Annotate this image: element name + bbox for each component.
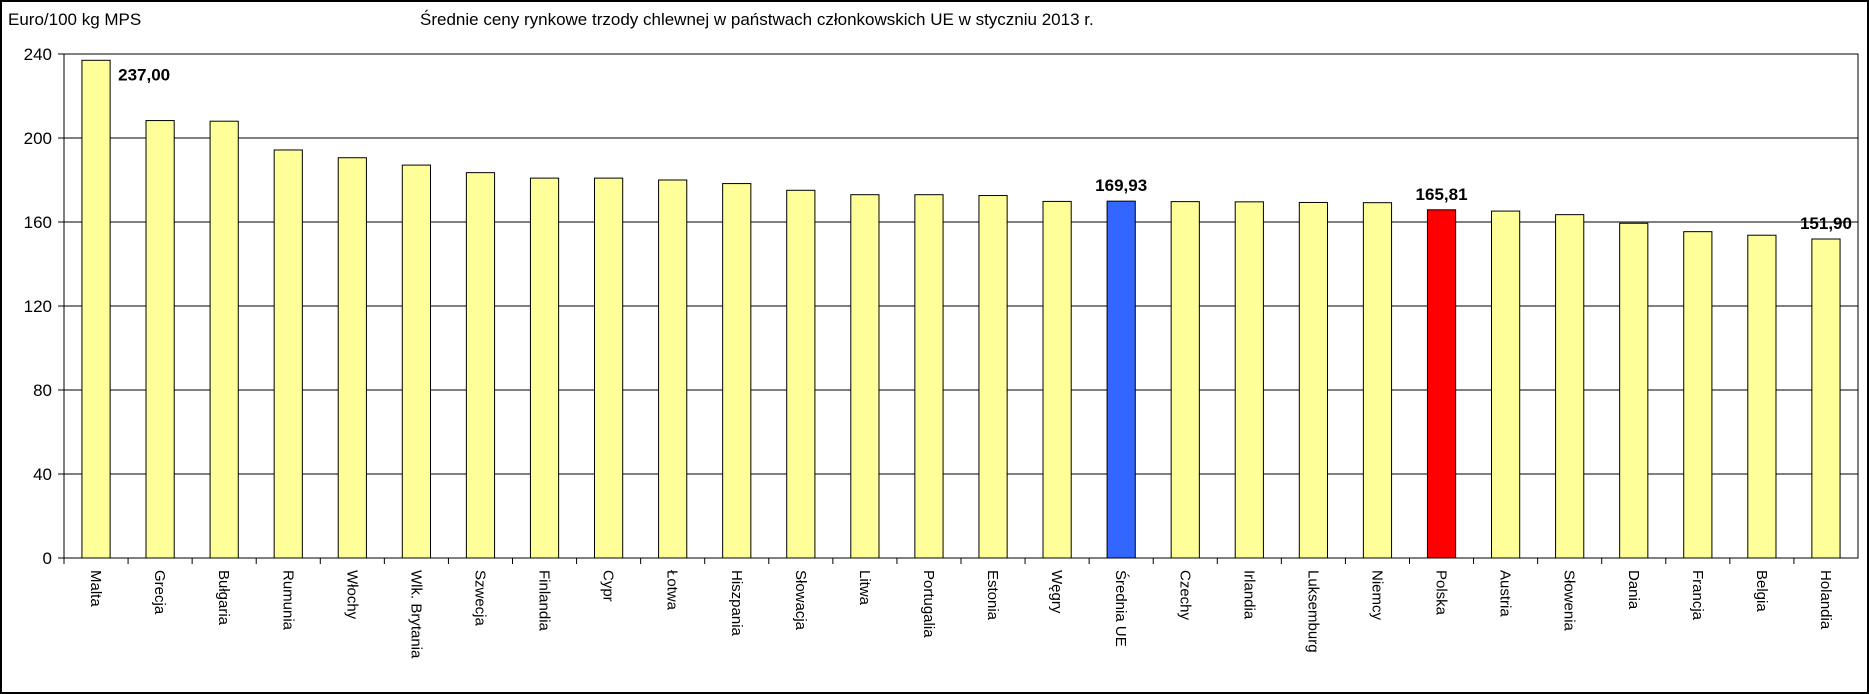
chart-title: Średnie ceny rynkowe trzody chlewnej w p… — [420, 10, 1094, 29]
bar-1 — [145, 120, 175, 559]
x-tick-label: Malta — [87, 570, 104, 607]
x-tick-label: Węgry — [1048, 570, 1065, 614]
bar-18 — [1234, 201, 1264, 559]
bar-13 — [914, 194, 944, 559]
x-tick-label: Niemcy — [1368, 570, 1385, 621]
bar-4 — [337, 157, 367, 559]
x-tick-label: Polska — [1433, 570, 1450, 616]
bar-2 — [209, 120, 239, 559]
bar-9 — [658, 179, 688, 559]
bars — [81, 59, 1841, 559]
bar-11 — [786, 189, 816, 559]
bar-12 — [850, 194, 880, 559]
bar-6 — [465, 172, 496, 559]
data-label: 169,93 — [1095, 176, 1147, 195]
data-label: 165,81 — [1416, 185, 1468, 204]
x-tick-label: Francja — [1689, 570, 1706, 621]
x-tick-label: Bułgaria — [215, 570, 232, 626]
plot-area — [63, 53, 1859, 559]
bar-25 — [1683, 231, 1713, 559]
x-tick-label: Czechy — [1176, 570, 1193, 621]
x-tick-label: Szwecja — [471, 570, 488, 627]
x-tick-label: Rumunia — [279, 570, 296, 631]
unit-label: Euro/100 kg MPS — [8, 10, 142, 29]
x-tick-label: Słowacja — [792, 570, 809, 631]
x-tick-label: Średnia UE — [1112, 570, 1130, 647]
bar-15 — [1042, 200, 1072, 559]
x-tick-label: Finlandia — [536, 570, 553, 632]
bar-5 — [401, 164, 431, 559]
bar-27 — [1811, 238, 1841, 559]
data-label: 237,00 — [118, 65, 170, 84]
data-label: 151,90 — [1800, 214, 1852, 233]
bar-26 — [1747, 234, 1777, 559]
bar-23 — [1555, 214, 1585, 559]
x-tick-label: Irlandia — [1240, 570, 1257, 620]
y-tick-label: 160 — [24, 213, 52, 232]
bar-14 — [978, 195, 1008, 559]
bar-16 — [1106, 200, 1136, 559]
bar-21 — [1426, 209, 1457, 559]
gridlines — [64, 53, 1858, 475]
x-tick-label: Holandia — [1817, 570, 1834, 630]
x-tick-label: Hiszpania — [728, 570, 745, 637]
x-tick-label: Dania — [1625, 570, 1642, 610]
bar-22 — [1491, 210, 1521, 559]
x-tick-label: Litwa — [856, 570, 873, 606]
y-tick-label: 120 — [24, 297, 52, 316]
x-tick-label: Austria — [1497, 570, 1514, 617]
bar-0 — [81, 59, 111, 559]
x-tick-label: Belgia — [1753, 570, 1770, 612]
bar-19 — [1298, 201, 1328, 559]
data-labels: 237,00 169,93 165,81 151,90 — [118, 65, 1852, 233]
x-tick-label: Włochy — [343, 570, 360, 620]
x-tick-label: Wlk. Brytania — [407, 570, 424, 659]
x-tick-label: Słowenia — [1561, 570, 1578, 632]
bar-17 — [1170, 201, 1200, 559]
bar-7 — [529, 177, 560, 559]
y-tick-label: 80 — [33, 381, 52, 400]
bar-10 — [722, 183, 752, 559]
y-tick-label: 0 — [43, 549, 52, 568]
y-axis-ticks: 0 40 80 120 160 200 240 — [24, 45, 64, 568]
x-tick-label: Estonia — [984, 570, 1001, 621]
y-tick-label: 200 — [24, 129, 52, 148]
x-tick-label: Portugalia — [920, 570, 937, 638]
bar-3 — [273, 149, 303, 559]
bar-20 — [1362, 202, 1393, 559]
x-axis-labels: Malta Grecja Bułgaria Rumunia Włochy Wlk. Bry… — [63, 558, 1834, 659]
x-tick-label: Cypr — [600, 570, 617, 602]
y-tick-label: 240 — [24, 45, 52, 64]
x-tick-label: Grecja — [151, 570, 168, 615]
bar-24 — [1619, 222, 1649, 559]
x-tick-label: Łotwa — [664, 570, 681, 611]
y-tick-label: 40 — [33, 465, 52, 484]
x-tick-label: Luksemburg — [1304, 570, 1321, 653]
bar-8 — [594, 177, 624, 559]
